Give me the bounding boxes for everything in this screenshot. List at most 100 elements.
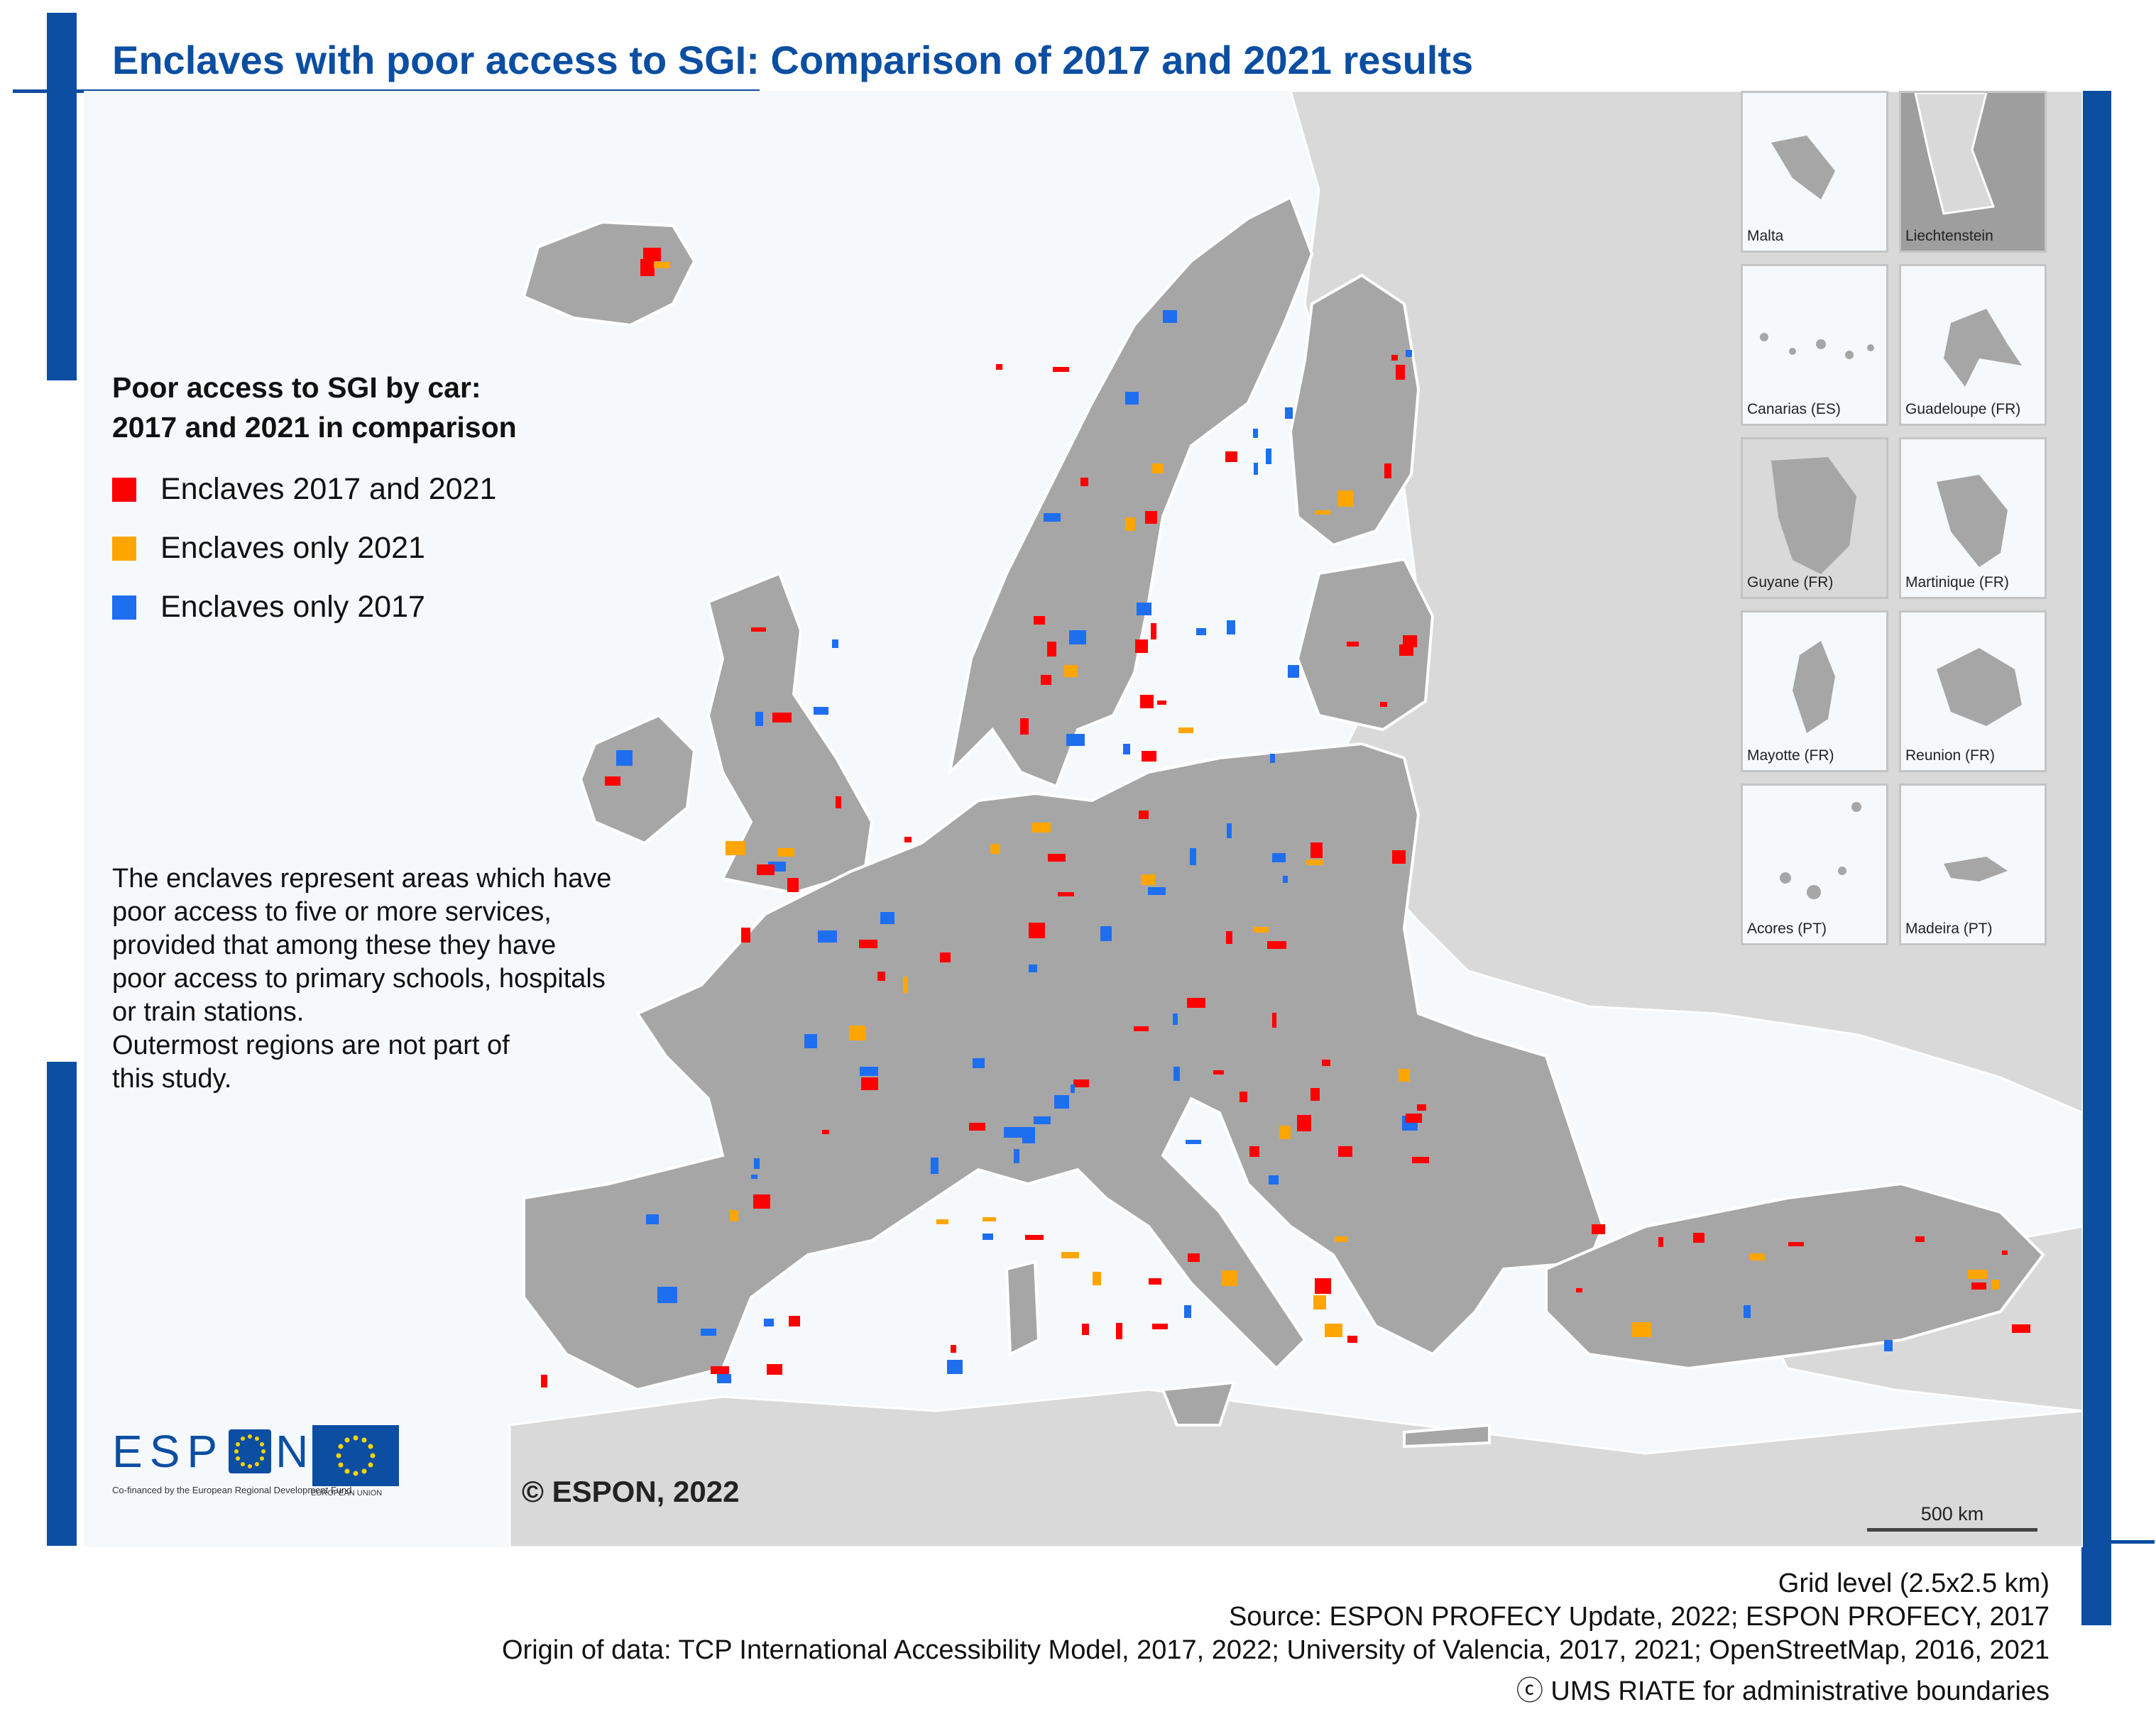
enclave-cell	[1022, 1127, 1035, 1143]
turkey-land	[1545, 1182, 2045, 1370]
enclave-cell	[1071, 1084, 1075, 1093]
source-line-2: Source: ESPON PROFECY Update, 2022; ESPO…	[1228, 1602, 2050, 1632]
enclave-cell	[1025, 1235, 1044, 1240]
enclave-cell	[1315, 510, 1330, 515]
enclave-cell	[1412, 1157, 1429, 1163]
enclave-cell	[1406, 1114, 1422, 1123]
enclave-cell	[990, 844, 1000, 854]
enclave-cell	[605, 776, 620, 786]
enclave-cell	[1313, 1295, 1326, 1309]
enclave-cell	[822, 1130, 829, 1134]
inset-label: Martinique (FR)	[1905, 574, 2009, 590]
scandinavia-land	[947, 195, 1314, 789]
enclave-cell	[1971, 1282, 1986, 1290]
enclave-cell	[755, 712, 763, 726]
enclave-cell	[1576, 1288, 1582, 1292]
enclave-cell	[1283, 876, 1288, 883]
enclave-cell	[616, 750, 633, 766]
enclave-cell	[1592, 1224, 1605, 1234]
enclave-cell	[1152, 1324, 1168, 1329]
enclave-cell	[1335, 1236, 1347, 1242]
continent-land	[522, 742, 1605, 1392]
enclave-cell	[751, 627, 766, 632]
enclave-cell	[1137, 603, 1151, 615]
enclave-cell	[711, 1366, 729, 1374]
enclave-cell	[1337, 490, 1353, 507]
enclave-cell	[1020, 718, 1029, 735]
eu-label: EUROPEAN UNION	[311, 1489, 383, 1498]
enclave-cell	[1392, 850, 1406, 864]
enclave-cell	[1225, 451, 1237, 462]
enclave-cell	[1058, 892, 1074, 896]
frame-bar-left-bottom	[47, 1062, 77, 1546]
enclave-cell	[1254, 463, 1258, 475]
enclave-cell	[1227, 823, 1232, 838]
enclave-cell	[777, 848, 794, 857]
enclave-cell	[1417, 1104, 1426, 1111]
espon-text-right: N	[275, 1426, 316, 1477]
legend-swatch-orange	[112, 536, 136, 561]
enclave-cell	[701, 1329, 716, 1336]
enclave-cell	[1406, 350, 1412, 357]
enclave-cell	[1151, 623, 1156, 639]
enclave-cell	[1744, 1305, 1751, 1318]
enclave-cell	[726, 841, 745, 855]
enclave-cell	[1148, 887, 1166, 895]
enclave-cell	[1279, 1126, 1291, 1139]
enclave-cells	[541, 248, 2030, 1388]
enclave-cell	[832, 639, 838, 648]
enclave-cell	[904, 837, 912, 842]
enclave-cell	[1240, 1092, 1247, 1102]
enclave-cell	[1032, 823, 1051, 833]
enclave-cell	[1066, 734, 1085, 746]
legend-swatch-red	[112, 477, 136, 502]
cofinanced-text: Co-financed by the European Regional Dev…	[112, 1485, 352, 1495]
enclave-cell	[1190, 848, 1196, 865]
enclave-cell	[1992, 1280, 1999, 1290]
enclave-cell	[936, 1219, 948, 1224]
description-text: The enclaves represent areas which have …	[112, 864, 612, 1094]
enclave-cell	[1227, 620, 1235, 634]
enclave-cell	[1396, 365, 1405, 380]
enclave-cell	[1140, 695, 1154, 708]
enclave-cell	[1100, 926, 1112, 941]
enclave-cell	[646, 1214, 659, 1224]
inset-guyane-fr: Guyane (FR)	[1741, 437, 1888, 599]
legend-item-both: Enclaves 2017 and 2021	[112, 472, 496, 507]
enclave-cell	[764, 1319, 774, 1326]
legend-label-both: Enclaves 2017 and 2021	[160, 472, 497, 506]
inset-liechtenstein: Liechtenstein	[1899, 91, 2047, 253]
enclave-cell	[860, 1067, 878, 1076]
enclave-cell	[1693, 1233, 1704, 1243]
north-africa-land	[508, 1388, 2083, 1547]
enclave-cell	[1253, 927, 1269, 933]
enclave-cell	[1310, 842, 1323, 858]
enclave-cell	[983, 1217, 996, 1221]
enclave-cell	[1285, 407, 1293, 419]
enclave-cell	[1029, 965, 1037, 972]
legend-title-line1: Poor access to SGI by car:	[112, 371, 481, 404]
inset-malta: Malta	[1741, 91, 1888, 253]
enclave-cell	[1306, 859, 1323, 865]
enclave-cell	[836, 796, 841, 808]
enclave-cell	[1082, 1324, 1089, 1335]
enclave-cell	[1267, 941, 1286, 949]
enclave-cell	[849, 1026, 866, 1040]
inset-canarias-es: Canarias (ES)	[1741, 264, 1888, 426]
finland-land	[1288, 273, 1421, 547]
enclave-cell	[1288, 665, 1299, 678]
inset-label: Guyane (FR)	[1747, 574, 1834, 590]
inset-label: Mayotte (FR)	[1747, 747, 1834, 764]
source-line-3: Origin of data: TCP International Access…	[502, 1635, 2050, 1665]
enclave-cell	[880, 912, 894, 924]
enclave-cell	[1403, 635, 1417, 647]
enclave-cell	[1186, 1140, 1201, 1144]
map-title: Enclaves with poor access to SGI: Compar…	[112, 38, 1474, 82]
enclave-cell	[1187, 998, 1205, 1008]
enclave-cell	[1749, 1253, 1765, 1260]
inset-guadeloupe-fr: Guadeloupe (FR)	[1899, 264, 2047, 426]
enclave-cell	[654, 262, 670, 268]
enclave-cell	[1272, 853, 1286, 862]
enclave-cell	[1145, 511, 1157, 524]
enclave-cell	[1347, 642, 1359, 647]
